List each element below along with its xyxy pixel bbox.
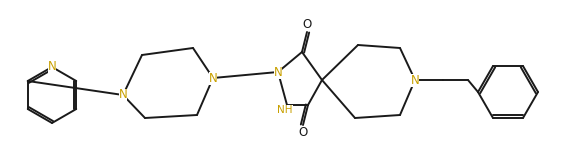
Text: N: N [411,73,419,87]
Text: N: N [274,65,283,79]
Text: N: N [208,72,217,84]
Text: O: O [302,17,312,31]
Text: O: O [298,127,307,140]
Text: N: N [47,60,56,73]
Text: NH: NH [277,105,293,115]
Text: N: N [119,88,127,101]
